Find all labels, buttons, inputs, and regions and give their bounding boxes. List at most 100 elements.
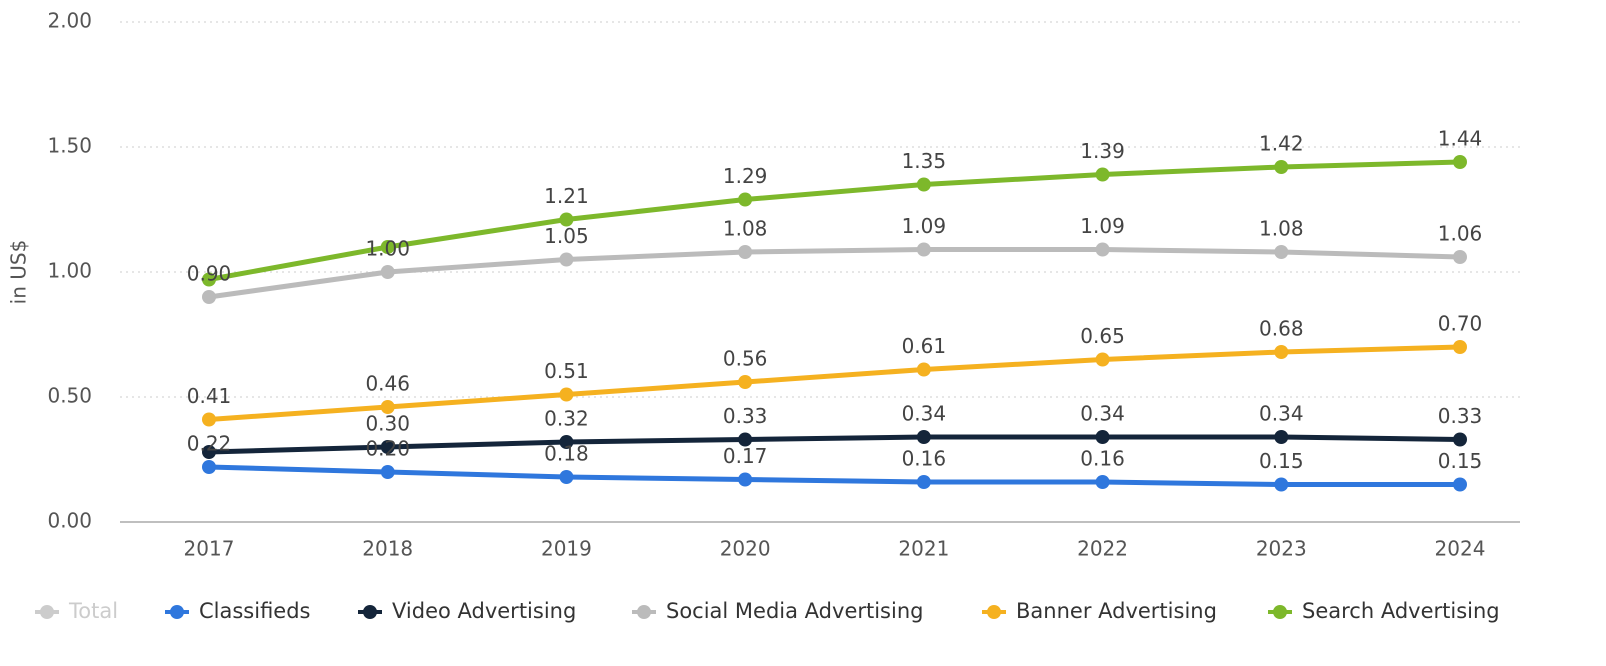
data-label: 1.42 xyxy=(1259,132,1304,156)
data-label: 0.61 xyxy=(902,334,947,358)
data-point xyxy=(1095,167,1110,182)
legend-item[interactable]: Banner Advertising xyxy=(982,599,1217,623)
y-tick-label: 0.50 xyxy=(47,384,92,408)
data-point xyxy=(380,465,395,479)
data-point xyxy=(1095,352,1110,367)
data-point xyxy=(1095,242,1110,257)
data-label: 0.34 xyxy=(902,402,947,426)
data-point xyxy=(559,470,574,484)
series-line xyxy=(208,159,1461,282)
data-point xyxy=(202,460,216,474)
legend-marker xyxy=(1273,605,1287,619)
x-tick-label: 2024 xyxy=(1435,537,1486,561)
data-label: 0.16 xyxy=(902,447,947,471)
data-label: 0.20 xyxy=(365,437,410,461)
x-tick-label: 2022 xyxy=(1077,537,1128,561)
data-label: 1.35 xyxy=(902,149,947,173)
data-point xyxy=(916,362,931,377)
data-label: 0.90 xyxy=(187,262,232,286)
data-point xyxy=(559,387,574,402)
data-point xyxy=(1274,430,1289,444)
data-point xyxy=(738,472,753,487)
data-label: 1.09 xyxy=(902,214,947,238)
data-label: 0.33 xyxy=(723,404,768,428)
legend-marker xyxy=(363,605,377,619)
data-label: 1.08 xyxy=(1259,217,1304,241)
data-label: 0.16 xyxy=(1080,447,1125,471)
legend-item[interactable]: Video Advertising xyxy=(358,599,576,623)
x-tick-label: 2021 xyxy=(898,537,949,561)
data-point xyxy=(1453,340,1467,354)
data-point xyxy=(1095,475,1110,489)
y-tick-label: 0.00 xyxy=(47,509,92,533)
data-label: 0.17 xyxy=(723,444,768,468)
data-point xyxy=(1453,250,1467,264)
data-point xyxy=(1274,477,1289,492)
legend-label: Social Media Advertising xyxy=(666,599,923,623)
legend-marker xyxy=(170,605,184,619)
data-label: 0.46 xyxy=(365,372,410,396)
legend-item[interactable]: Total xyxy=(35,599,118,623)
data-label: 0.56 xyxy=(723,347,768,371)
series-line xyxy=(208,434,1461,455)
data-point xyxy=(916,475,931,489)
data-label: 0.18 xyxy=(544,442,589,466)
data-label: 0.51 xyxy=(544,359,589,383)
data-point xyxy=(738,375,753,389)
data-label: 0.30 xyxy=(365,412,410,436)
data-label: 0.34 xyxy=(1259,402,1304,426)
data-point xyxy=(916,177,931,192)
data-point xyxy=(380,440,395,454)
data-point xyxy=(1453,477,1467,492)
series-line xyxy=(208,464,1460,487)
x-tick-label: 2023 xyxy=(1256,537,1307,561)
x-tick-label: 2017 xyxy=(184,537,235,561)
data-point xyxy=(1274,160,1289,174)
data-label: 1.29 xyxy=(723,164,768,188)
data-label: 0.41 xyxy=(187,384,232,408)
data-label: 1.39 xyxy=(1080,139,1125,163)
x-tick-label: 2018 xyxy=(362,537,413,561)
data-point xyxy=(1274,345,1289,359)
legend-label: Banner Advertising xyxy=(1016,599,1217,623)
data-point xyxy=(738,192,753,207)
legend-item[interactable]: Search Advertising xyxy=(1268,599,1500,623)
data-label: 1.44 xyxy=(1438,127,1483,151)
data-point xyxy=(559,212,574,227)
data-point xyxy=(559,435,574,449)
data-point xyxy=(380,400,395,414)
data-label: 0.33 xyxy=(1438,404,1483,428)
data-point xyxy=(1095,430,1110,444)
legend-label: Search Advertising xyxy=(1302,599,1500,623)
data-point xyxy=(1453,432,1467,447)
series-line xyxy=(208,247,1461,300)
legend-label: Total xyxy=(68,599,118,623)
data-label: 0.22 xyxy=(187,432,232,456)
data-label: 1.06 xyxy=(1438,222,1483,246)
data-label: 0.68 xyxy=(1259,317,1304,341)
x-tick-label: 2020 xyxy=(720,537,771,561)
y-tick-label: 2.00 xyxy=(47,9,92,33)
legend-item[interactable]: Classifieds xyxy=(165,599,311,623)
y-tick-label: 1.50 xyxy=(47,134,92,158)
data-label: 0.15 xyxy=(1259,449,1304,473)
legend-label: Video Advertising xyxy=(392,599,576,623)
data-point xyxy=(202,412,216,427)
data-label: 1.05 xyxy=(544,224,589,248)
legend-marker xyxy=(40,605,54,619)
data-point xyxy=(380,265,395,279)
data-point xyxy=(1453,155,1467,169)
data-point xyxy=(202,445,216,459)
legend-marker xyxy=(637,605,651,619)
legend-item[interactable]: Social Media Advertising xyxy=(632,599,923,623)
data-label: 0.70 xyxy=(1438,312,1483,336)
data-point xyxy=(916,430,931,444)
data-label: 1.09 xyxy=(1080,214,1125,238)
data-point xyxy=(202,272,216,287)
data-point xyxy=(738,432,753,447)
data-point xyxy=(738,245,753,259)
data-point xyxy=(202,290,216,304)
data-label: 0.65 xyxy=(1080,324,1125,348)
series-line xyxy=(208,344,1461,422)
